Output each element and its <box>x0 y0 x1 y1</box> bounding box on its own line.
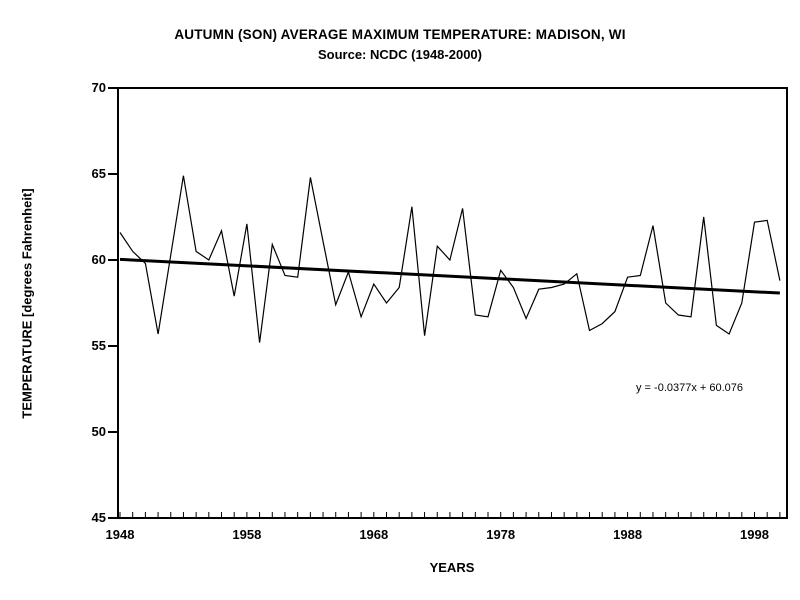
y-tick-label: 50 <box>91 424 106 439</box>
y-tick-label: 45 <box>91 510 106 525</box>
trend-equation: y = -0.0377x + 60.076 <box>636 382 744 394</box>
chart-title: AUTUMN (SON) AVERAGE MAXIMUM TEMPERATURE… <box>174 27 626 42</box>
trend-line <box>119 257 780 295</box>
y-tick-label: 60 <box>91 252 106 267</box>
x-tick-label: 1978 <box>486 527 516 542</box>
x-tick-label: 1948 <box>105 527 135 542</box>
chart-subtitle: Source: NCDC (1948-2000) <box>317 47 482 62</box>
plot-frame <box>117 87 788 519</box>
data-line <box>119 175 781 343</box>
y-tick-label: 55 <box>91 338 106 353</box>
x-tick-label: 1958 <box>232 527 262 542</box>
x-tick-label: 1968 <box>359 527 389 542</box>
x-tick-label: 1988 <box>613 527 643 542</box>
y-tick-label: 65 <box>91 166 106 181</box>
y-tick-label: 70 <box>91 80 106 95</box>
x-axis-title: YEARS <box>429 560 475 575</box>
x-tick-label: 1998 <box>740 527 769 542</box>
